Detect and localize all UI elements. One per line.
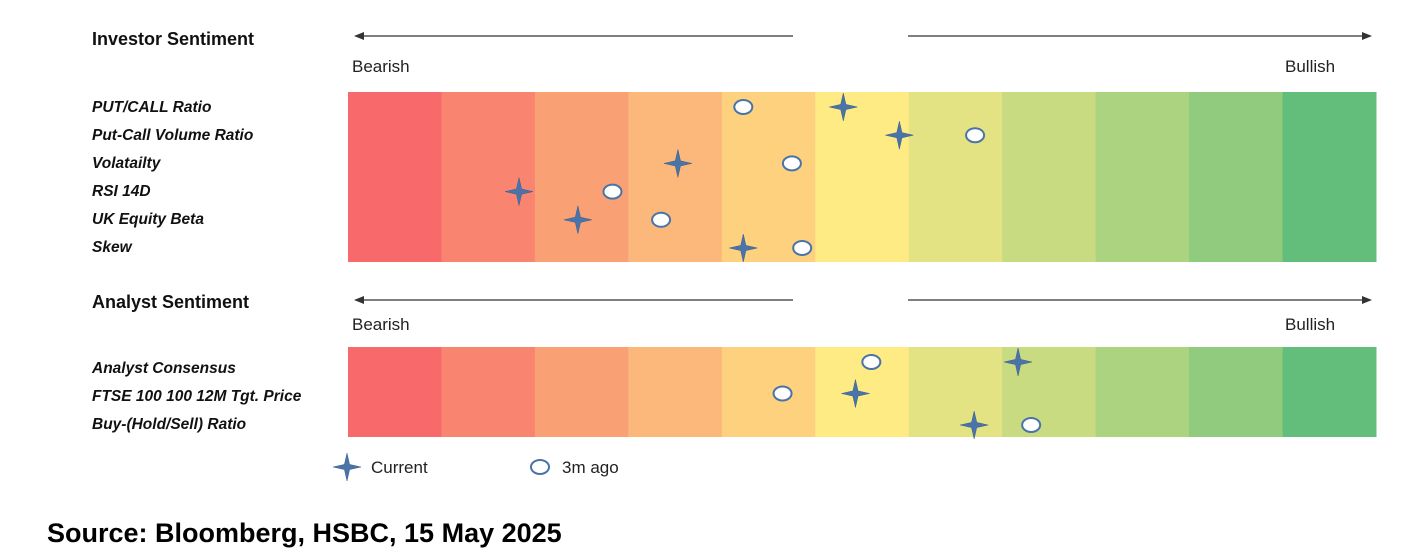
three-month-ago-marker [772, 385, 793, 402]
current-marker [663, 149, 692, 178]
three-month-ago-marker [651, 211, 672, 228]
legend-current-label: Current [371, 458, 428, 477]
sentiment-band [348, 347, 442, 437]
legend-3m-ago-marker [530, 459, 550, 475]
sentiment-band [1095, 347, 1190, 437]
sentiment-band [1189, 347, 1284, 437]
three-month-ago-marker [1021, 417, 1042, 433]
sentiment-band [721, 92, 816, 262]
legend-current-marker [332, 452, 362, 482]
sentiment-band [441, 347, 536, 437]
row-label-analyst-consensus: Analyst Consensus [92, 360, 236, 377]
row-label-volatility: Volatailty [92, 155, 161, 172]
sentiment-band [628, 347, 723, 437]
sentiment-band [908, 347, 1003, 437]
right-arrow-head [1362, 296, 1372, 304]
sentiment-band [1189, 92, 1284, 262]
sentiment-band [1282, 92, 1377, 262]
three-month-ago-marker [602, 183, 623, 200]
sentiment-band [534, 347, 629, 437]
right-arrow-head [1362, 32, 1372, 40]
analyst-bullish-label: Bullish [1285, 315, 1336, 334]
sentiment-band [908, 92, 1003, 262]
sentiment-band [721, 347, 816, 437]
sentiment-band [1282, 347, 1377, 437]
current-marker [960, 410, 989, 440]
row-label-rsi-14d: RSI 14D [92, 183, 151, 200]
left-arrow-head [354, 32, 364, 40]
current-marker [885, 121, 914, 150]
analyst-bearish-label: Bearish [352, 315, 410, 334]
legend-3m-ago-label: 3m ago [562, 458, 619, 477]
sentiment-band [441, 92, 536, 262]
current-marker [829, 92, 858, 122]
sentiment-band [815, 92, 910, 262]
sentiment-band [534, 92, 629, 262]
row-label-put-call-volume-ratio: Put-Call Volume Ratio [92, 127, 254, 144]
sentiment-band [348, 92, 442, 262]
row-label-uk-equity-beta: UK Equity Beta [92, 211, 204, 228]
current-marker [841, 379, 870, 408]
current-marker [1004, 347, 1033, 377]
investor-bullish-label: Bullish [1285, 57, 1336, 76]
investor-sentiment-title: Investor Sentiment [92, 29, 255, 49]
row-label-ftse-tgt-price: FTSE 100 100 12M Tgt. Price [92, 388, 302, 405]
sentiment-band [1002, 92, 1097, 262]
analyst-sentiment-title: Analyst Sentiment [92, 292, 250, 312]
row-label-skew: Skew [92, 239, 132, 256]
sentiment-band [628, 92, 723, 262]
three-month-ago-marker [781, 155, 802, 172]
three-month-ago-marker [861, 354, 882, 370]
source-note: Source: Bloomberg, HSBC, 15 May 2025 [47, 518, 562, 548]
row-label-buy-hold-sell-ratio: Buy-(Hold/Sell) Ratio [92, 416, 247, 433]
current-marker [563, 205, 592, 234]
three-month-ago-marker [792, 240, 813, 256]
current-marker [729, 233, 758, 263]
three-month-ago-marker [733, 99, 754, 115]
sentiment-band [1095, 92, 1190, 262]
three-month-ago-marker [965, 127, 986, 144]
left-arrow-head [354, 296, 364, 304]
investor-bearish-label: Bearish [352, 57, 410, 76]
row-label-put-call-ratio: PUT/CALL Ratio [92, 99, 212, 116]
current-marker [504, 177, 534, 206]
